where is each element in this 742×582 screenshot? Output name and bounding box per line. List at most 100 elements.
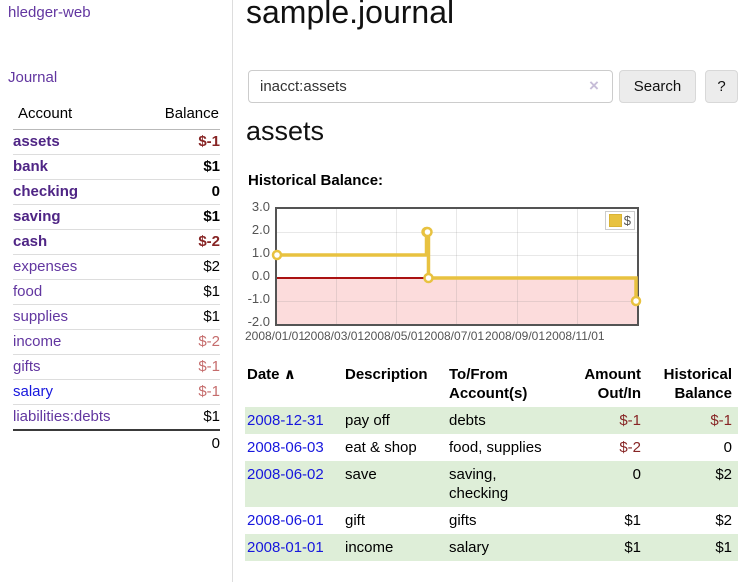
register-row: 2008-01-01 income salary $1 $1 bbox=[245, 534, 738, 561]
register-balance: $2 bbox=[715, 512, 732, 529]
legend-label: $ bbox=[623, 213, 631, 228]
account-balance: $1 bbox=[140, 304, 220, 330]
search-input[interactable] bbox=[248, 70, 613, 103]
register-accounts: gifts bbox=[449, 512, 477, 529]
gridline bbox=[516, 209, 518, 324]
gridline bbox=[277, 254, 637, 256]
gridline bbox=[395, 209, 397, 324]
sidebar-item-cash[interactable]: cash bbox=[13, 233, 48, 250]
register-date-link[interactable]: 2008-06-01 bbox=[247, 512, 324, 529]
register-accounts: food, supplies bbox=[449, 439, 542, 456]
chart-title: Historical Balance: bbox=[248, 172, 384, 189]
legend-swatch-icon bbox=[608, 214, 622, 227]
sidebar-item-income[interactable]: income bbox=[13, 333, 62, 350]
sort-ascending-icon: ∧ bbox=[283, 366, 296, 383]
register-date-link[interactable]: 2008-01-01 bbox=[247, 539, 324, 556]
sidebar: hledger-web Journal Account Balance asse… bbox=[0, 0, 233, 582]
sidebar-item-assets[interactable]: assets bbox=[13, 133, 60, 150]
account-total-row: 0 bbox=[13, 430, 220, 457]
account-balance: $-1 bbox=[140, 129, 220, 155]
total-balance: 0 bbox=[211, 435, 220, 452]
account-balance: $-1 bbox=[140, 354, 220, 380]
app-brand-link[interactable]: hledger-web bbox=[8, 4, 91, 21]
series-line bbox=[277, 230, 638, 301]
accounts-column-header: To/From Account(s) bbox=[449, 366, 528, 402]
account-heading: assets bbox=[246, 116, 325, 146]
search-button[interactable]: Search bbox=[619, 70, 696, 103]
help-button[interactable]: ? bbox=[705, 70, 738, 103]
account-balance: $-1 bbox=[140, 379, 220, 405]
x-tick-label: 2008/03/01 bbox=[303, 329, 365, 343]
register-row: 2008-06-01 gift gifts $1 $2 bbox=[245, 507, 738, 534]
register-accounts: salary bbox=[449, 539, 490, 556]
x-tick-label: 2008/01/01 bbox=[244, 329, 306, 343]
register-amount: $-1 bbox=[619, 412, 641, 429]
account-balance-table: Account Balance assets $-1 bank $1 check… bbox=[13, 103, 220, 457]
gridline bbox=[455, 209, 457, 324]
account-balance: $-2 bbox=[140, 329, 220, 355]
chart-plot-area[interactable]: $ bbox=[271, 207, 642, 326]
chart-legend: $ bbox=[604, 211, 635, 230]
data-point-marker[interactable] bbox=[271, 249, 283, 261]
y-tick-label: 0.0 bbox=[251, 268, 270, 283]
gridline bbox=[277, 231, 637, 233]
account-row: bank $1 bbox=[13, 154, 220, 180]
register-balance: $1 bbox=[715, 539, 732, 556]
account-row: gifts $-1 bbox=[13, 354, 220, 380]
data-point-marker[interactable] bbox=[630, 295, 642, 307]
sidebar-item-journal[interactable]: Journal bbox=[8, 69, 58, 86]
gridline bbox=[335, 209, 337, 324]
description-column-header: Description bbox=[345, 366, 428, 383]
register-date-link[interactable]: 2008-06-03 bbox=[247, 439, 324, 456]
register-balance: 0 bbox=[723, 439, 732, 456]
register-description: gift bbox=[345, 512, 366, 529]
sidebar-item-supplies[interactable]: supplies bbox=[13, 308, 69, 325]
register-table: Date ∧ Description To/From Account(s) Am… bbox=[245, 361, 738, 561]
account-table-header: Account Balance bbox=[13, 103, 220, 130]
account-balance: $-2 bbox=[140, 229, 220, 255]
account-row: expenses $2 bbox=[13, 254, 220, 280]
page-title: sample.journal bbox=[246, 0, 455, 30]
sidebar-item-liabilities-debts[interactable]: liabilities:debts bbox=[13, 408, 111, 425]
data-point-marker[interactable] bbox=[423, 272, 434, 284]
register-date-link[interactable]: 2008-12-31 bbox=[247, 412, 324, 429]
account-balance: $1 bbox=[140, 279, 220, 305]
sidebar-item-food[interactable]: food bbox=[13, 283, 43, 300]
register-row: 2008-06-03 eat & shop food, supplies $-2… bbox=[245, 434, 738, 461]
register-description: eat & shop bbox=[345, 439, 417, 456]
account-row: food $1 bbox=[13, 279, 220, 305]
date-column-header[interactable]: Date ∧ bbox=[247, 366, 296, 383]
balance-chart: $ 3.0 2.0 1.0 0.0 -1.0 -2.0 2008/01/01 2008/03/… bbox=[240, 193, 742, 355]
register-balance: $-1 bbox=[710, 412, 732, 429]
account-row: salary $-1 bbox=[13, 379, 220, 405]
balance-column-header: Historical Balance bbox=[663, 366, 732, 402]
account-balance: $1 bbox=[140, 154, 220, 180]
data-point-marker[interactable] bbox=[422, 226, 433, 238]
register-date-link[interactable]: 2008-06-02 bbox=[247, 466, 324, 483]
y-tick-label: -1.0 bbox=[247, 291, 270, 306]
x-tick-label: 2008/09/01 bbox=[484, 329, 546, 343]
register-amount: $1 bbox=[624, 512, 641, 529]
sidebar-item-checking[interactable]: checking bbox=[13, 183, 79, 200]
register-row: 2008-06-02 save saving, checking 0 $2 bbox=[245, 461, 738, 507]
sidebar-item-salary[interactable]: salary bbox=[13, 383, 54, 400]
y-tick-label: 2.0 bbox=[251, 222, 270, 237]
account-balance: $1 bbox=[140, 204, 220, 230]
register-accounts: saving, checking bbox=[449, 466, 509, 502]
balance-column-header: Balance bbox=[140, 103, 220, 130]
y-tick-label: -2.0 bbox=[247, 314, 270, 329]
x-tick-label: 2008/05/01 bbox=[363, 329, 425, 343]
negative-region bbox=[277, 278, 637, 324]
sidebar-item-gifts[interactable]: gifts bbox=[13, 358, 41, 375]
account-row: assets $-1 bbox=[13, 129, 220, 155]
account-row: liabilities:debts $1 bbox=[13, 404, 220, 431]
sidebar-item-expenses[interactable]: expenses bbox=[13, 258, 78, 275]
register-balance: $2 bbox=[715, 466, 732, 483]
sidebar-item-saving[interactable]: saving bbox=[13, 208, 61, 225]
register-description: pay off bbox=[345, 412, 390, 429]
sidebar-item-bank[interactable]: bank bbox=[13, 158, 49, 175]
balance-step-line bbox=[271, 226, 642, 307]
x-tick-label: 2008/11/01 bbox=[545, 329, 605, 343]
clear-search-icon[interactable]: × bbox=[589, 76, 599, 95]
register-amount: $1 bbox=[624, 539, 641, 556]
